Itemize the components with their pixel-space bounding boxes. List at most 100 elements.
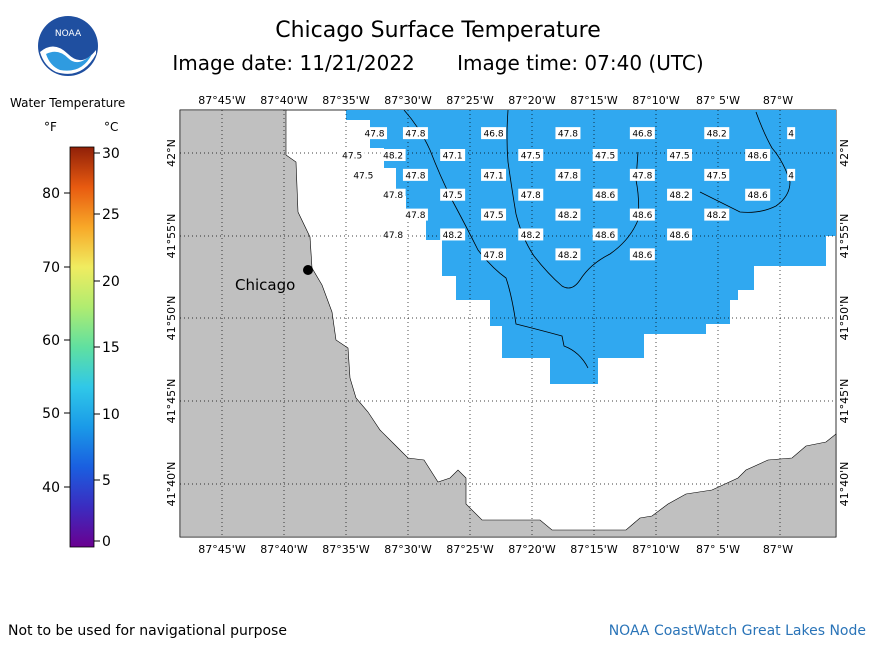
c-tick-label: 0	[102, 534, 111, 550]
c-tick-label: 25	[102, 207, 120, 223]
temperature-label: 48.6	[629, 208, 655, 221]
lon-label: 87°10'W	[632, 543, 680, 556]
fahrenheit-tick-labels: 80 70 60 50 40	[42, 186, 60, 496]
temperature-value: 47.8	[405, 130, 425, 140]
c-tick-label: 10	[102, 407, 120, 423]
temperature-label: 48.2	[704, 127, 730, 140]
temperature-label: 47.8	[380, 228, 406, 241]
temperature-label: 47.5	[339, 148, 365, 161]
lon-labels-bottom: 87°45'W 87°40'W 87°35'W 87°30'W 87°25'W …	[198, 543, 793, 556]
lon-label: 87°45'W	[198, 543, 246, 556]
temperature-label: 47.5	[667, 148, 693, 161]
temperature-label: 48.6	[592, 188, 618, 201]
lat-labels-left: 42°N 41°55'N 41°50'N 41°45'N 41°40'N	[165, 139, 178, 506]
lon-label: 87°40'W	[260, 94, 308, 107]
lat-label: 41°40'N	[165, 462, 178, 507]
temperature-value: 48.2	[707, 211, 727, 221]
lon-label: 87°35'W	[322, 94, 370, 107]
temperature-value: 48.2	[707, 130, 727, 140]
temperature-value: 47.5	[707, 171, 727, 181]
lon-label: 87°30'W	[384, 94, 432, 107]
temperature-value: 4	[788, 130, 794, 140]
temperature-value: 48.6	[595, 191, 615, 201]
lon-label: 87°20'W	[508, 94, 556, 107]
temperature-label: 48.2	[518, 228, 544, 241]
temperature-value: 48.6	[748, 191, 768, 201]
lat-label: 41°55'N	[165, 214, 178, 259]
legend-unit-celsius: °C	[104, 120, 119, 134]
temperature-value: 47.8	[521, 191, 541, 201]
temperature-value: 4	[788, 171, 794, 181]
temperature-value: 47.8	[383, 191, 403, 201]
temperature-label: 47.8	[402, 127, 428, 140]
temperature-label: 47.8	[555, 168, 581, 181]
lon-label: 87°40'W	[260, 543, 308, 556]
lat-label: 41°45'N	[838, 379, 851, 424]
temperature-value: 47.8	[405, 171, 425, 181]
temperature-value: 47.8	[405, 211, 425, 221]
temperature-label: 47.8	[555, 127, 581, 140]
temperature-label: 47.8	[402, 208, 428, 221]
temperature-value: 48.2	[670, 191, 690, 201]
temperature-label: 47.5	[350, 168, 376, 181]
temperature-value: 47.5	[443, 191, 463, 201]
footer-disclaimer: Not to be used for navigational purpose	[8, 623, 287, 639]
temperature-value: 48.2	[383, 151, 403, 161]
lon-label: 87°W	[763, 94, 793, 107]
f-tick-label: 60	[42, 333, 60, 349]
temperature-value: 48.6	[632, 211, 652, 221]
temperature-value: 47.8	[558, 171, 578, 181]
f-tick-label: 80	[42, 186, 60, 202]
temperature-label: 48.6	[629, 248, 655, 261]
colorbar	[69, 146, 95, 548]
isotherm-contours	[403, 109, 791, 369]
temperature-label: 48.6	[667, 228, 693, 241]
temperature-value: 46.8	[632, 130, 652, 140]
temperature-label: 46.8	[481, 127, 507, 140]
lat-label: 41°40'N	[838, 462, 851, 507]
temperature-label: 47.5	[518, 148, 544, 161]
lon-label: 87°20'W	[508, 543, 556, 556]
lon-label: 87°15'W	[570, 543, 618, 556]
temperature-value: 48.6	[748, 151, 768, 161]
temperature-labels: 47.8 47.8 46.8 47.8 46.8 48.2 447.5 48.2 47.1 47.…	[339, 127, 796, 261]
temperature-label: 47.5	[440, 188, 466, 201]
temperature-label: 48.6	[745, 148, 771, 161]
temperature-label: 47.5	[481, 208, 507, 221]
temperature-value: 47.8	[364, 130, 384, 140]
c-tick-label: 20	[102, 274, 120, 290]
temperature-label: 47.8	[380, 188, 406, 201]
lon-label: 87°30'W	[384, 543, 432, 556]
temperature-label: 47.8	[362, 127, 388, 140]
temperature-value: 47.5	[521, 151, 541, 161]
lon-label: 87°25'W	[446, 543, 494, 556]
temperature-label: 48.6	[745, 188, 771, 201]
city-label: Chicago	[235, 276, 295, 294]
temperature-value: 46.8	[484, 130, 504, 140]
lon-label: 87° 5'W	[696, 94, 740, 107]
lon-label: 87°45'W	[198, 94, 246, 107]
temperature-label: 47.8	[518, 188, 544, 201]
temperature-label: 47.5	[704, 168, 730, 181]
temperature-label: 47.8	[481, 248, 507, 261]
graticule	[180, 110, 836, 537]
lat-label: 41°50'N	[838, 296, 851, 341]
colorbar-ticks	[64, 152, 100, 542]
page-title: Chicago Surface Temperature	[275, 18, 601, 43]
lat-label: 42°N	[165, 139, 178, 167]
temperature-value: 48.6	[632, 251, 652, 261]
temperature-value: 47.5	[353, 171, 373, 181]
land-area	[179, 109, 837, 538]
c-tick-label: 5	[102, 473, 111, 489]
temperature-label: 48.2	[667, 188, 693, 201]
temperature-label: 47.5	[592, 148, 618, 161]
lat-labels-right: 42°N 41°55'N 41°50'N 41°45'N 41°40'N	[838, 139, 851, 506]
lon-label: 87°35'W	[322, 543, 370, 556]
temperature-label: 46.8	[629, 127, 655, 140]
lon-label: 87°W	[763, 543, 793, 556]
temperature-label: 48.2	[704, 208, 730, 221]
logo-text: NOAA	[55, 29, 82, 39]
temperature-value: 48.2	[521, 231, 541, 241]
temperature-label: 47.1	[481, 168, 507, 181]
